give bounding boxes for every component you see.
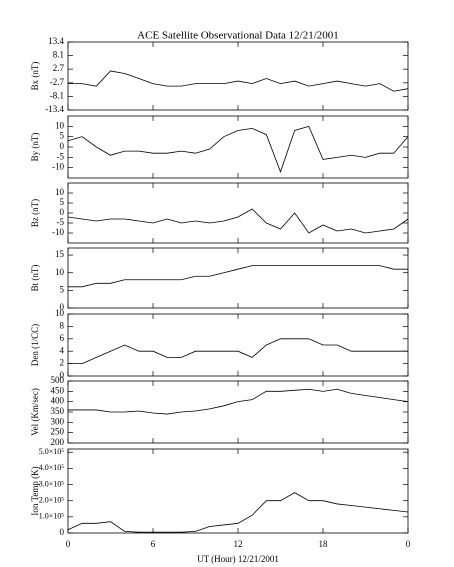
y-axis-label: Bt (nT) <box>30 265 40 292</box>
y-tick-label: 8 <box>60 320 65 330</box>
y-tick-label: 450 <box>51 385 65 395</box>
data-line <box>67 492 409 533</box>
data-line <box>68 265 408 288</box>
y-tick-label: 6 <box>60 333 65 343</box>
chart-title: ACE Satellite Observational Data 12/21/2… <box>137 30 339 42</box>
panel-frame <box>67 182 409 244</box>
y-axis-label: Den (1/CC) <box>30 324 40 366</box>
y-tick-label: -10 <box>52 227 64 237</box>
y-tick-label: 5.0×10⁵ <box>39 447 65 456</box>
y-tick-label: 2.0×10⁵ <box>39 496 65 505</box>
y-tick-label: 4 <box>60 345 65 355</box>
x-tick-label: 0 <box>406 539 411 549</box>
data-line <box>68 70 409 92</box>
y-tick-label: 3.0×10⁵ <box>39 479 65 488</box>
y-axis-label: Bz (nT) <box>30 199 40 227</box>
panel-frame <box>67 247 409 309</box>
y-tick-label: 0 <box>60 370 65 380</box>
y-tick-label: -5 <box>57 217 65 227</box>
y-tick-label: -10 <box>52 162 64 172</box>
panel-frame <box>67 115 409 179</box>
data-line <box>67 208 409 234</box>
y-axis-label: Vel (Km/sec) <box>30 388 40 436</box>
y-tick-label: 5 <box>60 284 65 294</box>
x-tick-label: 12 <box>234 539 243 549</box>
y-tick-label: 2 <box>60 358 65 368</box>
y-tick-label: 250 <box>51 427 65 437</box>
y-tick-label: 1.0×10⁵ <box>39 512 65 521</box>
y-tick-label: 5 <box>60 197 65 207</box>
y-tick-label: 0 <box>60 302 65 312</box>
y-axis-label: Ion Temp (K) <box>30 466 40 515</box>
y-axis-label: Bx (nT) <box>30 62 40 91</box>
y-tick-label: 2.7 <box>53 63 65 73</box>
x-axis-label: UT (Hour) 12/21/2001 <box>197 554 279 564</box>
panel-frame <box>67 313 409 377</box>
panel-frame <box>67 41 409 111</box>
x-tick-label: 6 <box>151 539 156 549</box>
y-tick-label: 10 <box>55 120 65 130</box>
data-line <box>67 125 409 173</box>
y-tick-label: 350 <box>51 406 65 416</box>
y-tick-label: 400 <box>51 396 65 406</box>
data-line <box>68 338 408 364</box>
y-tick-label: -5 <box>57 151 65 161</box>
data-line <box>68 388 409 415</box>
y-tick-label: -8.1 <box>50 91 64 101</box>
y-tick-label: 10 <box>55 267 65 277</box>
y-axis-label: By (nT) <box>30 133 40 162</box>
y-tick-label: 500 <box>51 375 65 385</box>
y-tick-label: 0 <box>60 141 65 151</box>
y-tick-label: 13.4 <box>48 36 64 46</box>
y-tick-label: 0 <box>60 207 65 217</box>
y-tick-label: 10 <box>55 308 65 318</box>
x-tick-label: 0 <box>66 539 71 549</box>
y-tick-label: 200 <box>51 437 65 447</box>
y-tick-label: -2.7 <box>50 77 65 87</box>
y-tick-label: 5 <box>60 131 65 141</box>
y-tick-label: 8.1 <box>53 50 64 60</box>
y-tick-label: 0 <box>60 527 65 537</box>
x-tick-label: 18 <box>319 539 329 549</box>
y-tick-label: 15 <box>55 249 65 259</box>
y-tick-label: 300 <box>51 416 65 426</box>
y-tick-label: -13.4 <box>45 104 64 114</box>
y-tick-label: 4.0×10⁵ <box>39 463 65 472</box>
panel-frame <box>67 448 409 534</box>
y-tick-label: 10 <box>55 187 65 197</box>
